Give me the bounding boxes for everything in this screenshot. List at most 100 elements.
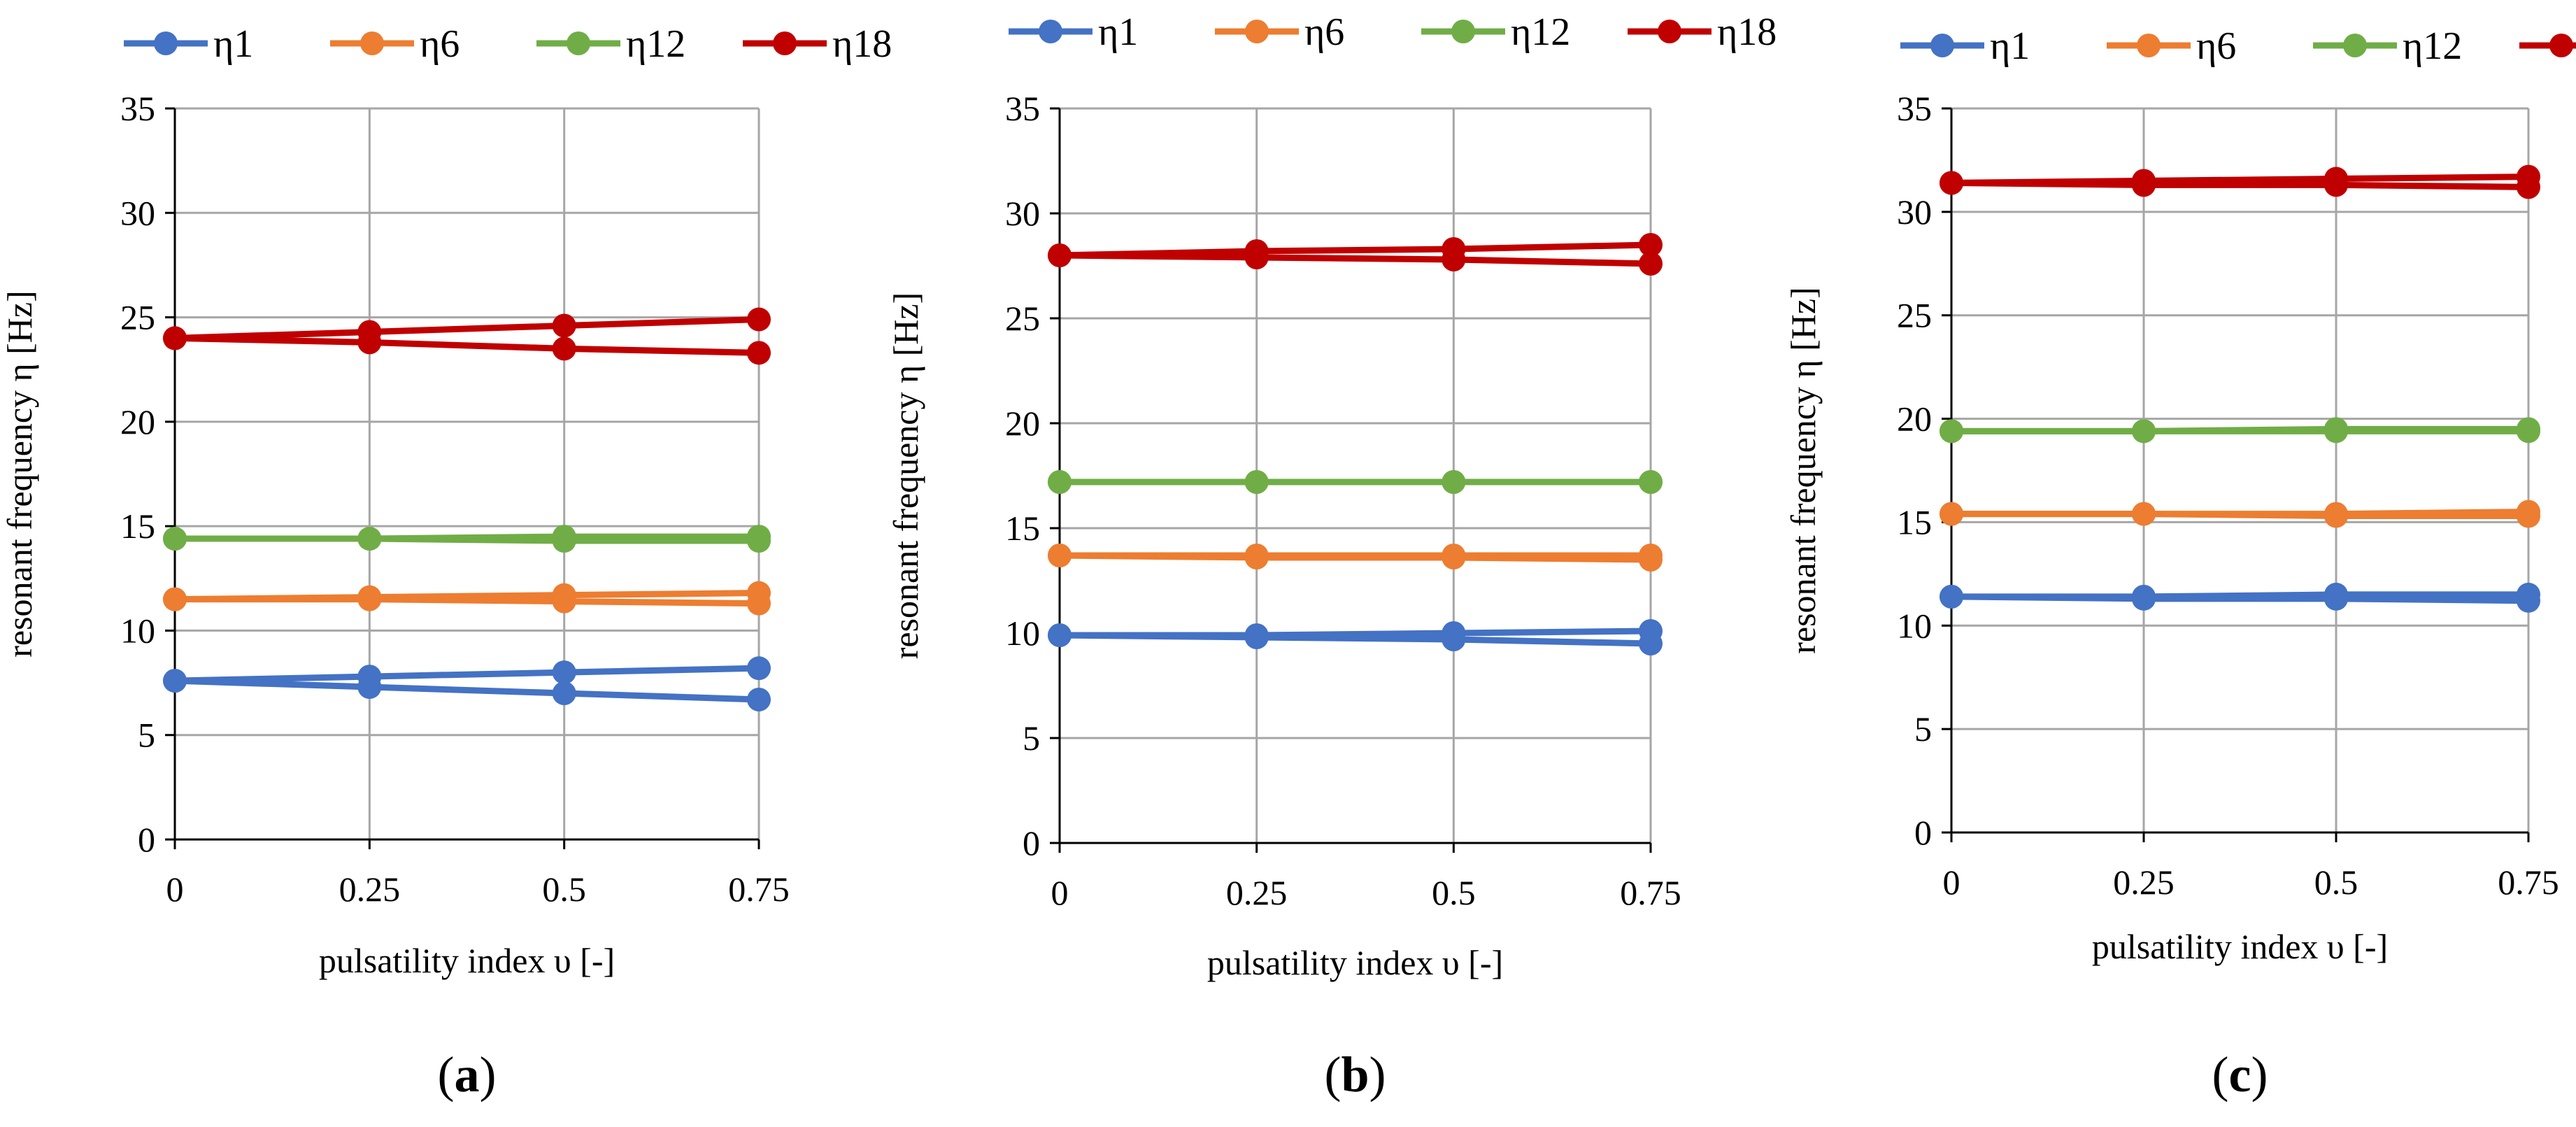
panel-label: (a) bbox=[438, 1047, 497, 1103]
panel-letter: a bbox=[455, 1047, 480, 1103]
data-point-η1 bbox=[747, 656, 771, 681]
legend-label: η18 bbox=[1717, 10, 1777, 54]
data-point-η12 bbox=[2324, 419, 2348, 444]
series-line-η18 bbox=[1951, 179, 2529, 190]
x-tick-label: 0 bbox=[1943, 863, 1961, 902]
panel-letter: c bbox=[2229, 1047, 2251, 1103]
data-point-η6 bbox=[1244, 546, 1269, 569]
data-point-η12 bbox=[1048, 470, 1072, 494]
panel-letter: b bbox=[1341, 1047, 1369, 1103]
y-axis-title: resonant frequency η [Hz] bbox=[886, 292, 925, 660]
data-point-η18 bbox=[747, 341, 771, 365]
data-point-η1 bbox=[2517, 588, 2540, 613]
y-tick-label: 20 bbox=[1005, 404, 1040, 443]
data-point-η18 bbox=[1244, 246, 1269, 269]
panel-label: (c) bbox=[2212, 1047, 2268, 1103]
series-line-η1 bbox=[1059, 632, 1651, 647]
y-tick-label: 5 bbox=[138, 716, 155, 755]
y-tick-label: 25 bbox=[1005, 299, 1040, 338]
y-tick-label: 20 bbox=[120, 402, 155, 441]
y-axis-title: resonant frequency η [Hz] bbox=[0, 290, 39, 658]
x-axis-title: pulsatility index υ [-] bbox=[1207, 943, 1503, 982]
data-point-η12 bbox=[1940, 419, 1963, 444]
data-point-η18 bbox=[1639, 252, 1663, 276]
x-tick-label: 0.75 bbox=[2498, 863, 2559, 902]
legend-label: η12 bbox=[1511, 10, 1570, 54]
data-point-η1 bbox=[357, 675, 382, 700]
legend-label: η18 bbox=[832, 22, 892, 66]
data-point-η18 bbox=[2324, 173, 2348, 197]
data-point-η12 bbox=[1639, 470, 1663, 494]
legend-marker-η1 bbox=[154, 31, 178, 55]
legend-label: η1 bbox=[213, 22, 253, 66]
data-point-η6 bbox=[1639, 548, 1663, 572]
x-tick-label: 0.75 bbox=[1620, 873, 1681, 912]
panel-label: (b) bbox=[1324, 1047, 1386, 1103]
legend-marker-η18 bbox=[2549, 34, 2573, 57]
legend-marker-η1 bbox=[1930, 34, 1954, 57]
data-point-η1 bbox=[1244, 625, 1269, 649]
x-tick-label: 0.5 bbox=[2314, 863, 2358, 902]
legend-label: η6 bbox=[2196, 24, 2236, 68]
data-point-η6 bbox=[747, 591, 771, 616]
series-line-η12 bbox=[175, 535, 759, 544]
data-point-η1 bbox=[1940, 584, 1963, 609]
data-point-η18 bbox=[747, 307, 771, 332]
data-point-η12 bbox=[357, 527, 382, 551]
data-point-η18 bbox=[2132, 173, 2156, 197]
data-point-η6 bbox=[2132, 502, 2156, 526]
y-tick-label: 30 bbox=[1005, 194, 1040, 233]
legend-marker-η6 bbox=[2137, 34, 2161, 57]
data-point-η6 bbox=[1442, 546, 1466, 569]
x-tick-label: 0.5 bbox=[1432, 873, 1476, 912]
legend-marker-η12 bbox=[2343, 34, 2367, 57]
x-tick-label: 0 bbox=[1051, 873, 1069, 912]
data-point-η12 bbox=[163, 527, 187, 551]
legend-marker-η6 bbox=[360, 31, 384, 55]
data-point-η18 bbox=[163, 326, 187, 350]
x-tick-label: 0.75 bbox=[728, 870, 790, 909]
series-line-η18 bbox=[174, 334, 760, 356]
data-point-η12 bbox=[1442, 470, 1466, 494]
y-tick-label: 15 bbox=[1897, 502, 1932, 541]
y-tick-label: 30 bbox=[1897, 192, 1932, 232]
series-line-η1 bbox=[1951, 593, 2529, 604]
data-point-η1 bbox=[1639, 632, 1663, 655]
data-point-η1 bbox=[747, 687, 771, 711]
data-point-η18 bbox=[1442, 248, 1466, 271]
y-tick-label: 10 bbox=[1005, 614, 1040, 653]
data-point-η6 bbox=[1940, 502, 1963, 526]
data-point-η18 bbox=[1639, 233, 1663, 257]
series-line-η1 bbox=[174, 665, 760, 684]
series-line-η18 bbox=[174, 316, 760, 341]
data-point-η1 bbox=[552, 681, 576, 705]
y-tick-label: 30 bbox=[120, 193, 155, 232]
series-line-η1 bbox=[174, 677, 760, 703]
y-tick-label: 10 bbox=[1897, 606, 1932, 645]
legend-label: η12 bbox=[2403, 24, 2462, 68]
data-point-η6 bbox=[2517, 504, 2540, 528]
y-tick-label: 15 bbox=[120, 506, 155, 546]
data-point-η1 bbox=[163, 669, 187, 693]
series-line-η6 bbox=[1951, 511, 2528, 520]
x-axis-title: pulsatility index υ [-] bbox=[319, 941, 615, 980]
y-tick-label: 5 bbox=[1914, 709, 1932, 749]
legend-label: η12 bbox=[626, 22, 685, 66]
data-point-η12 bbox=[2132, 419, 2156, 444]
legend-marker-η6 bbox=[1245, 20, 1269, 43]
data-point-η12 bbox=[2517, 419, 2540, 444]
x-tick-label: 0 bbox=[166, 870, 184, 909]
data-point-η6 bbox=[2324, 504, 2348, 528]
legend-marker-η12 bbox=[567, 31, 590, 55]
data-point-η6 bbox=[1048, 544, 1072, 567]
series-line-η6 bbox=[175, 596, 760, 607]
legend-label: η1 bbox=[1990, 24, 2030, 68]
data-point-η1 bbox=[2324, 586, 2348, 611]
data-point-η18 bbox=[1940, 171, 1963, 195]
data-point-η1 bbox=[552, 660, 576, 685]
y-axis-title: resonant frequency η [Hz] bbox=[1784, 287, 1823, 654]
data-point-η1 bbox=[1048, 623, 1072, 647]
legend-marker-η1 bbox=[1039, 20, 1062, 43]
data-point-η1 bbox=[2132, 586, 2156, 611]
